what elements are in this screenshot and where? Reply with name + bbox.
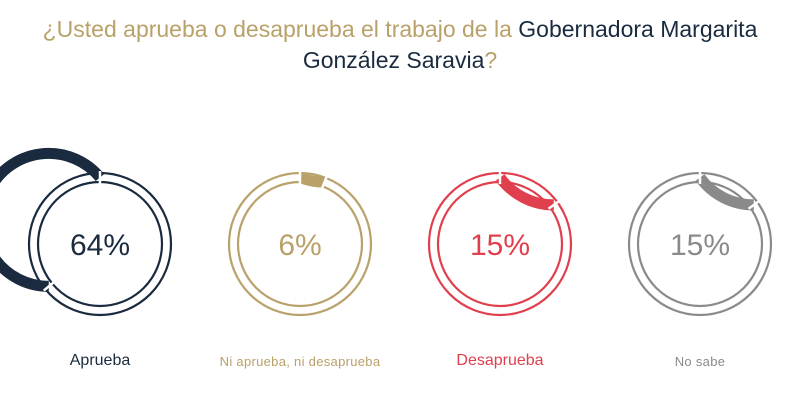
gauge-arc-1	[297, 172, 325, 188]
title-highlight-2: González Saravia	[302, 47, 485, 73]
chart-title: ¿Usted aprueba o desaprueba el trabajo d…	[0, 14, 800, 76]
gauge-label-no-sabe: No sabe	[674, 354, 726, 369]
gauge-value-1: 6%	[278, 229, 321, 262]
gauge-separator-2-1	[547, 200, 560, 210]
gauge-label-ni-aprueba: Ni aprueba, ni desaprueba	[219, 354, 381, 369]
gauge-arc-3	[695, 174, 754, 211]
gauge-separator-1-1	[320, 175, 329, 189]
gauge-label-desaprueba: Desaprueba	[456, 352, 544, 369]
gauge-label-aprueba: Aprueba	[69, 352, 131, 369]
gauge-value-0: 64%	[70, 229, 130, 262]
title-highlight-1: Gobernadora Margarita	[518, 16, 758, 42]
gauge-arc-2	[495, 174, 554, 211]
gauge-value-3: 15%	[670, 229, 730, 262]
gauge-separator-3-1	[747, 200, 760, 210]
title-text-1: ¿Usted aprueba o desaprueba el trabajo d…	[42, 16, 519, 42]
gauge-separator-0-1	[42, 281, 55, 292]
gauge-value-2: 15%	[470, 229, 530, 262]
title-question-mark: ?	[484, 47, 498, 73]
gauge-arc-0	[0, 147, 105, 292]
